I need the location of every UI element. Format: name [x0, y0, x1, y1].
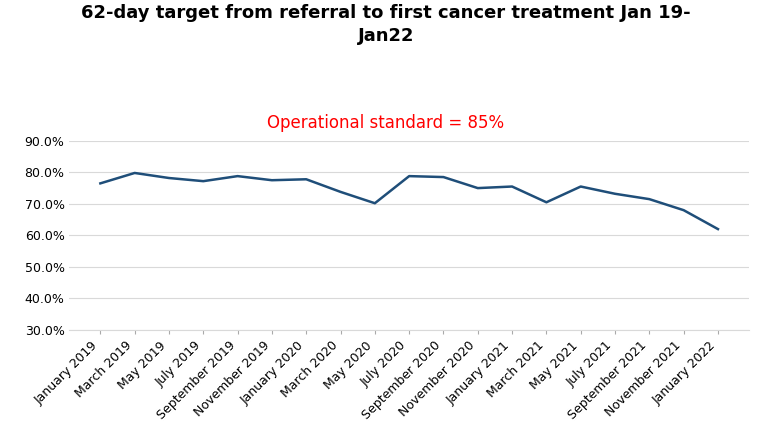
Text: 62-day target from referral to first cancer treatment Jan 19-
Jan22: 62-day target from referral to first can…	[81, 4, 691, 44]
Text: Operational standard = 85%: Operational standard = 85%	[267, 114, 505, 132]
